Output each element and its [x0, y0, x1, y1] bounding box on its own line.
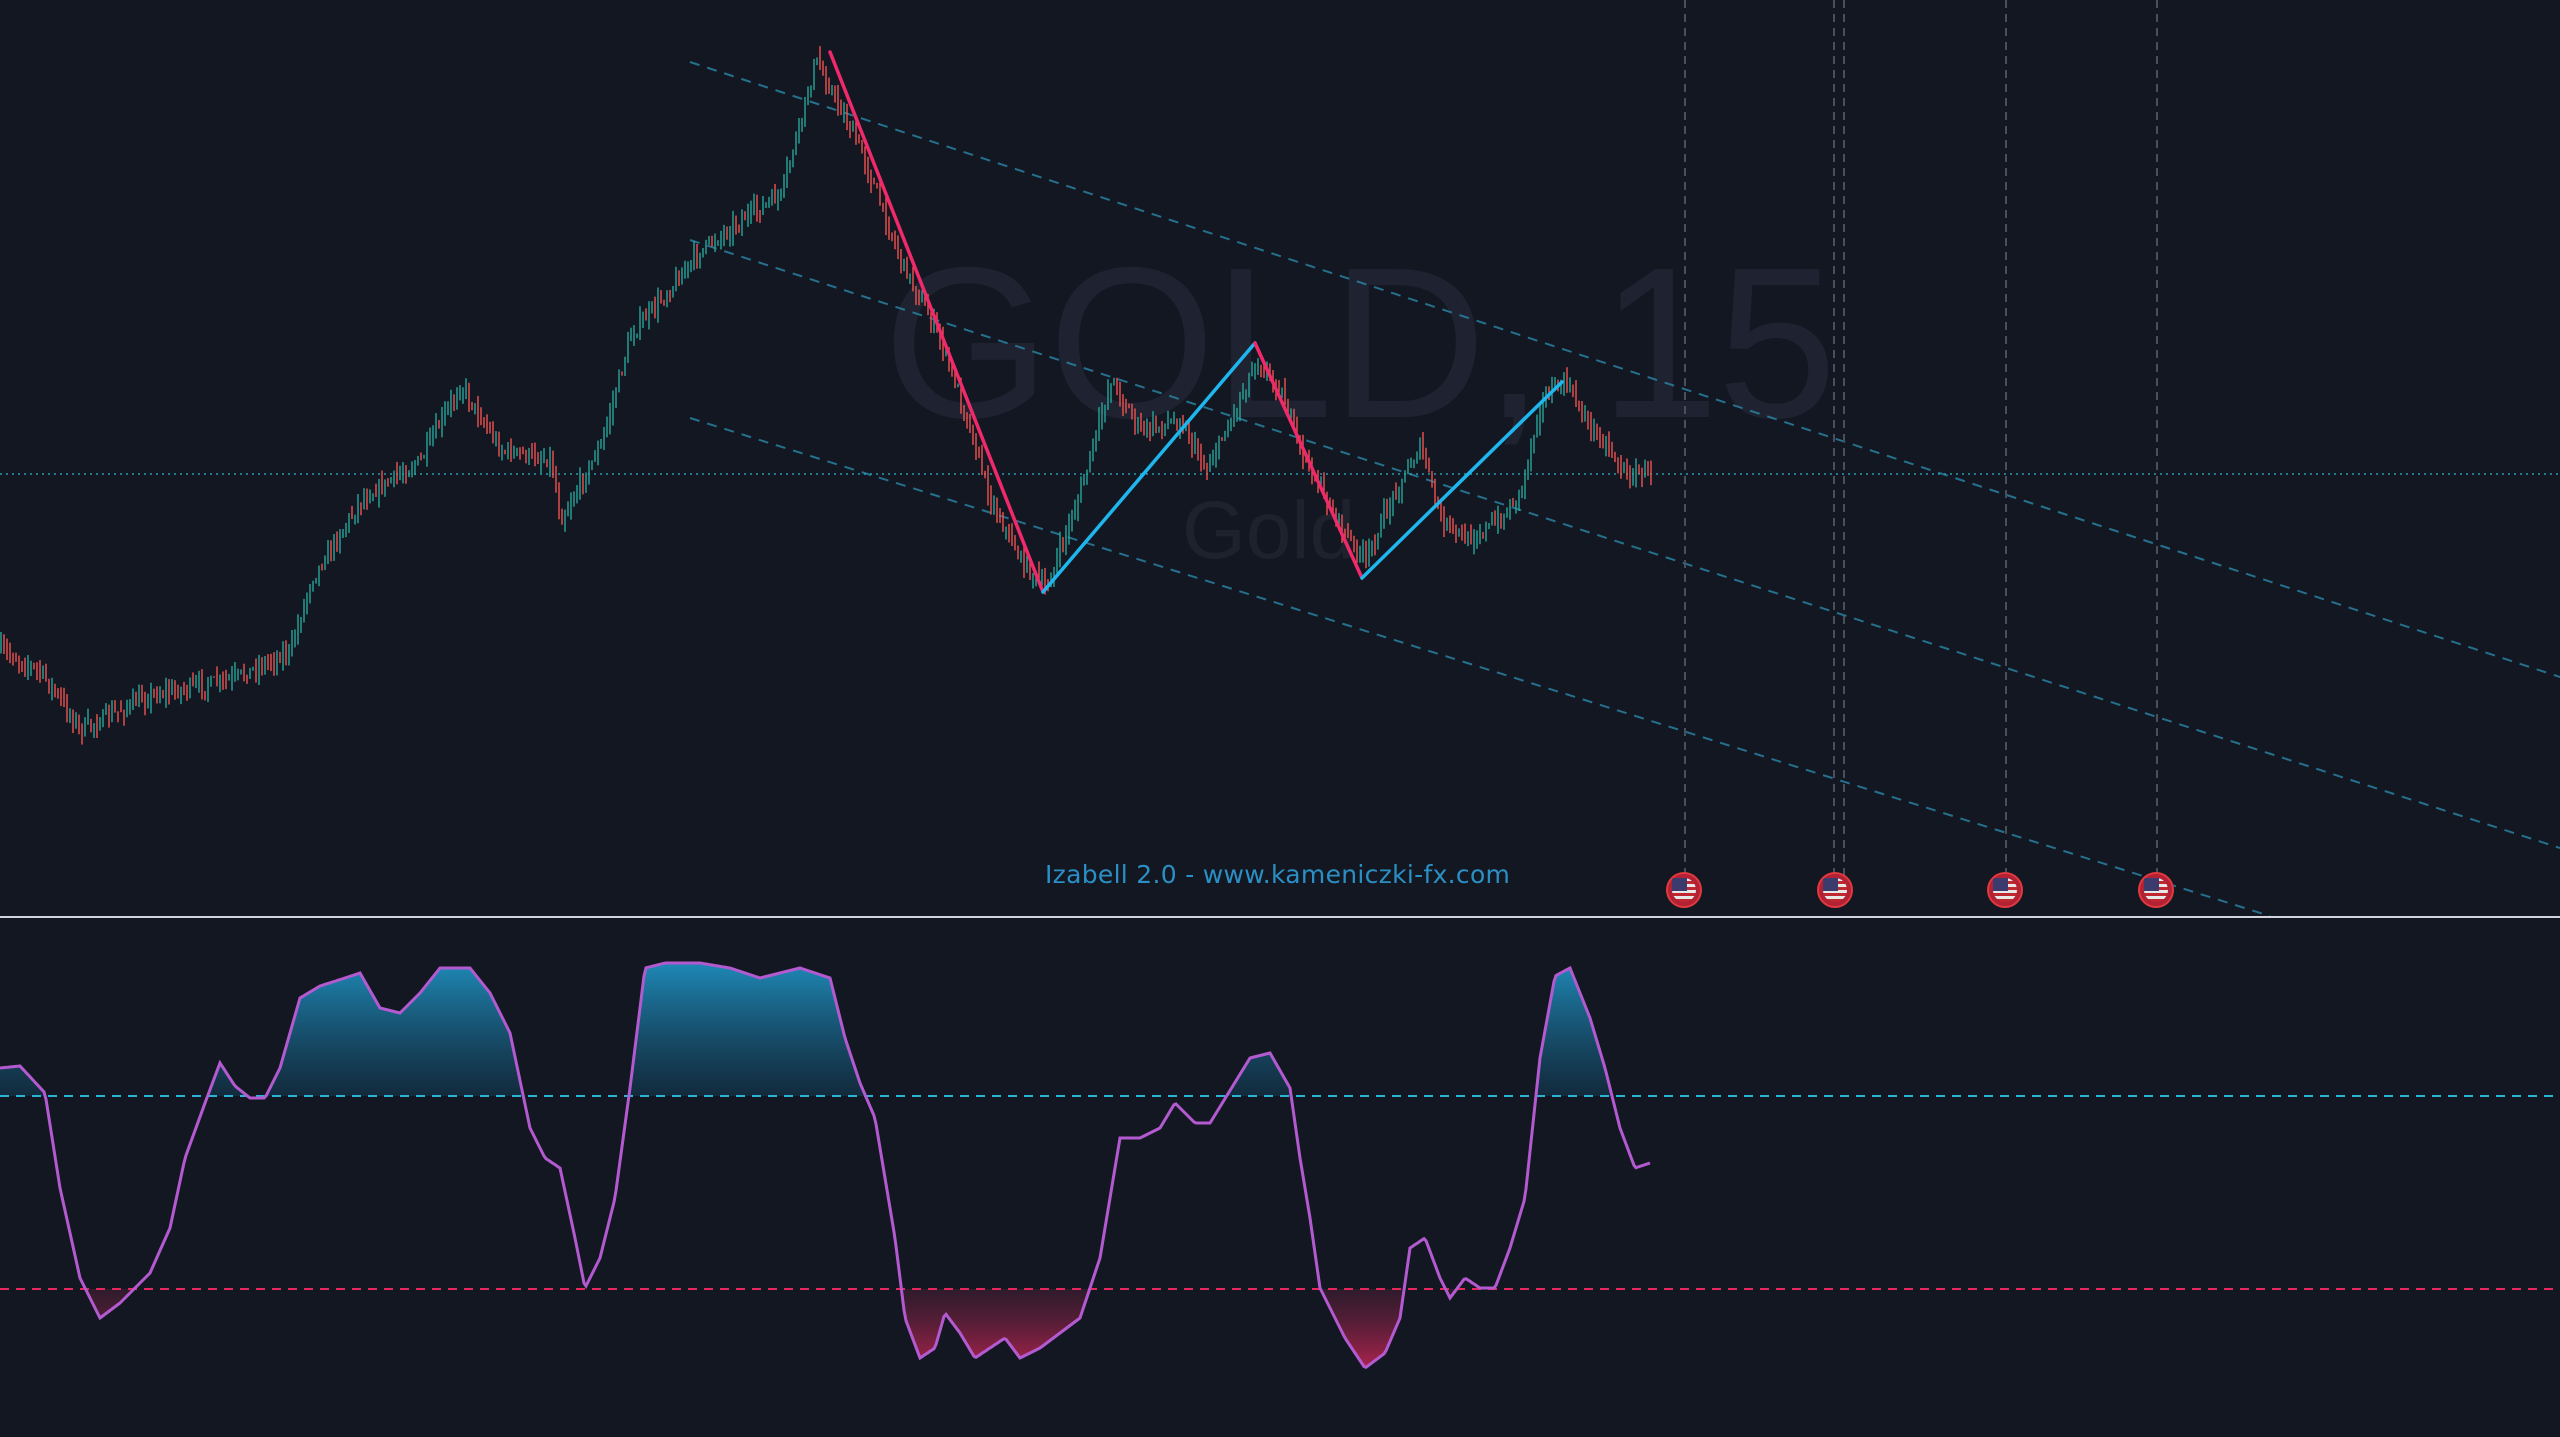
candlesticks: [0, 46, 1652, 745]
us-flag-icon[interactable]: [2138, 872, 2174, 908]
zigzag-segment: [828, 50, 1045, 594]
oscillator-line: [0, 961, 1651, 1370]
channel-line: [689, 61, 2560, 678]
indicator-title: Izabell 2.0 - www.kameniczki-fx.com: [1045, 860, 1511, 889]
price-pane[interactable]: [0, 0, 2560, 916]
us-flag-icon[interactable]: [1817, 872, 1853, 908]
pane-separator[interactable]: [0, 916, 2560, 918]
symbol-watermark: GOLD, 15: [883, 222, 1837, 463]
oscillator-pane[interactable]: [0, 918, 2560, 1437]
us-flag-icon[interactable]: [1666, 872, 1702, 908]
us-flag-icon[interactable]: [1987, 872, 2023, 908]
channel-line: [689, 239, 2560, 849]
channel-line: [689, 417, 2271, 916]
zigzag-segment: [1041, 341, 1257, 594]
zigzag-segment: [1360, 380, 1564, 580]
zigzag-segment: [1253, 341, 1364, 580]
overbought-fill: [0, 963, 1650, 1096]
